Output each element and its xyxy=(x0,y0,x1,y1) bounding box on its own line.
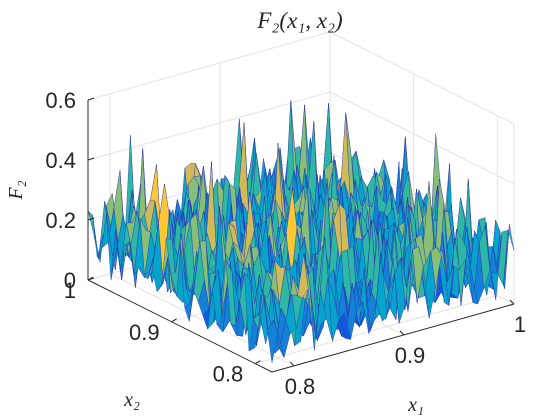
z-tick-mark xyxy=(87,97,95,101)
x2-tick-mark xyxy=(255,360,261,365)
grid-line-x-floor xyxy=(109,273,295,367)
z-tick-label: 0.6 xyxy=(45,88,76,113)
x2-axis-ticks: 0.8 0.9 1 xyxy=(64,276,261,387)
x1-axis-label: x₁ xyxy=(407,394,424,416)
z-tick-label: 0.4 xyxy=(45,148,76,173)
z-tick-label: 0.2 xyxy=(45,208,76,233)
x2-axis-line xyxy=(87,279,273,373)
chart-title: F₂(x₁, x₂) xyxy=(256,8,342,33)
z-axis-label: F₂ xyxy=(5,180,27,200)
x2-tick-label: 1 xyxy=(64,278,76,303)
x1-axis-ticks: 0.8 0.9 1 xyxy=(285,299,526,399)
surface-mesh xyxy=(87,100,515,363)
z-axis-ticks: 0 0.2 0.4 0.6 xyxy=(45,88,95,293)
x1-tick-mark xyxy=(399,330,405,336)
x2-tick-mark xyxy=(87,276,94,281)
grid-line-y-floor xyxy=(255,295,498,365)
x1-tick-label: 0.9 xyxy=(395,343,426,368)
x2-axis-label: x₂ xyxy=(123,389,140,411)
x2-tick-label: 0.9 xyxy=(129,320,160,345)
z-tick-mark xyxy=(87,157,95,161)
x1-tick-mark xyxy=(509,299,515,305)
x1-tick-mark xyxy=(289,361,295,367)
x2-tick-mark xyxy=(171,318,177,323)
x2-tick-label: 0.8 xyxy=(213,362,244,387)
z-tick-mark xyxy=(87,217,95,221)
z-tick-label: 0 xyxy=(64,268,76,293)
x1-tick-label: 1 xyxy=(514,312,526,337)
surface-patch xyxy=(267,319,279,363)
x1-tick-label: 0.8 xyxy=(285,374,316,399)
x1-axis-line xyxy=(271,303,515,373)
